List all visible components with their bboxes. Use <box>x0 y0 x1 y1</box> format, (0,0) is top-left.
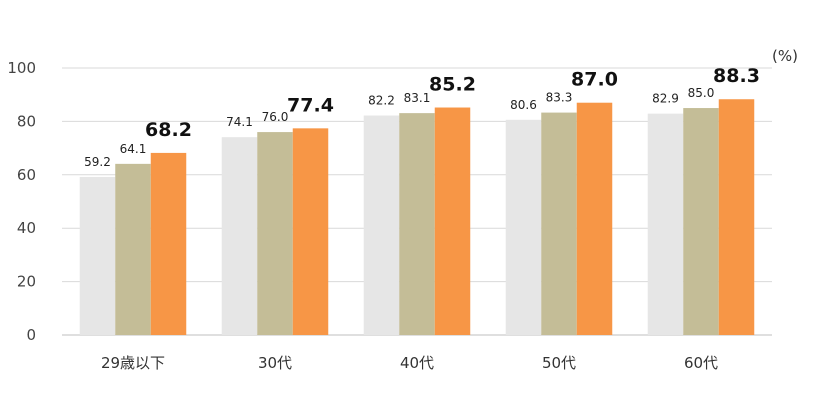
data-label: 77.4 <box>287 94 334 116</box>
data-label: 76.0 <box>262 110 289 124</box>
value-labels: 59.2 64.168.2 74.1 76.077.4 82.2 83.185.2 80.6… <box>84 65 760 169</box>
bar-s3-1 <box>292 128 329 335</box>
y-tick-label: 0 <box>26 326 36 344</box>
data-label: 74.1 <box>226 115 253 129</box>
y-tick-label: 80 <box>17 112 36 130</box>
data-label: 59.2 <box>84 155 111 169</box>
bar-s1-1 <box>221 137 258 335</box>
bar-s1-3 <box>505 119 542 335</box>
y-tick-label: 40 <box>17 219 36 237</box>
data-label: 68.2 <box>145 119 192 141</box>
data-label: 87.0 <box>571 69 618 91</box>
x-tick-label: 50代 <box>542 354 576 372</box>
data-label: 80.6 <box>510 98 537 112</box>
data-label: 64.1 <box>120 142 147 156</box>
x-tick-label: 30代 <box>258 354 292 372</box>
bar-s2-1 <box>257 132 293 335</box>
bar-s2-0 <box>115 163 151 335</box>
data-label: 82.2 <box>368 94 395 108</box>
y-tick-label: 100 <box>7 59 36 77</box>
data-label: 85.2 <box>429 74 476 96</box>
y-axis-ticks: 0 20 40 60 80 100 <box>7 59 36 344</box>
bars <box>79 99 755 336</box>
y-tick-label: 20 <box>17 273 36 291</box>
data-label: 85.0 <box>688 86 715 100</box>
bar-s3-4 <box>718 99 755 335</box>
data-label: 88.3 <box>713 65 760 87</box>
bar-s1-2 <box>363 115 400 335</box>
bar-s2-3 <box>541 112 577 336</box>
y-tick-label: 60 <box>17 166 36 184</box>
bar-s1-4 <box>647 113 684 335</box>
bar-s3-3 <box>576 102 613 336</box>
x-tick-label: 29歳以下 <box>101 354 165 372</box>
x-axis-labels: 29歳以下 30代 40代 50代 60代 <box>101 354 718 372</box>
bar-s2-4 <box>683 108 719 335</box>
data-label: 82.9 <box>652 92 679 106</box>
x-tick-label: 40代 <box>400 354 434 372</box>
bar-s3-0 <box>150 152 187 335</box>
x-tick-label: 60代 <box>684 354 718 372</box>
data-label: 83.1 <box>404 91 431 105</box>
bar-s3-2 <box>434 107 471 336</box>
unit-label: (%) <box>772 47 798 65</box>
bar-s2-2 <box>399 113 435 335</box>
bar-s1-0 <box>79 176 116 335</box>
data-label: 83.3 <box>546 91 573 105</box>
